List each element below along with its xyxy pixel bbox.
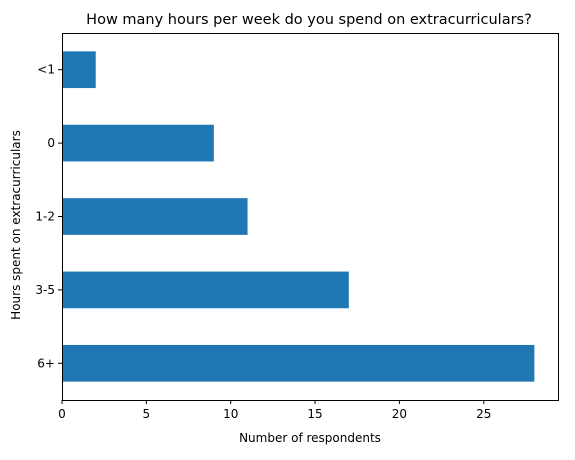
y-axis-label: Hours spent on extracurriculars bbox=[9, 130, 23, 320]
y-axis-ticks: <1 0 1-2 3-5 6+ bbox=[35, 63, 62, 370]
bar bbox=[62, 344, 535, 382]
x-tick-label: 20 bbox=[392, 407, 407, 421]
bar bbox=[62, 271, 349, 309]
y-tick-label: 3-5 bbox=[35, 283, 55, 297]
y-tick-label: 0 bbox=[47, 136, 55, 150]
x-tick-label: 25 bbox=[476, 407, 491, 421]
bars-group bbox=[62, 51, 535, 382]
plot-frame bbox=[62, 33, 559, 401]
chart-title: How many hours per week do you spend on … bbox=[86, 12, 532, 28]
x-tick-label: 0 bbox=[58, 407, 66, 421]
y-tick-label: 6+ bbox=[37, 356, 55, 370]
x-tick-label: 5 bbox=[143, 407, 151, 421]
bar bbox=[62, 51, 96, 89]
x-tick-label: 15 bbox=[307, 407, 322, 421]
y-tick-label: <1 bbox=[37, 63, 55, 77]
y-tick-label: 1-2 bbox=[35, 210, 55, 224]
x-tick-label: 10 bbox=[223, 407, 238, 421]
bar bbox=[62, 198, 248, 235]
x-axis-label: Number of respondents bbox=[239, 431, 381, 445]
x-axis-ticks: 0 5 10 15 20 25 bbox=[58, 400, 491, 421]
bar bbox=[62, 124, 214, 162]
